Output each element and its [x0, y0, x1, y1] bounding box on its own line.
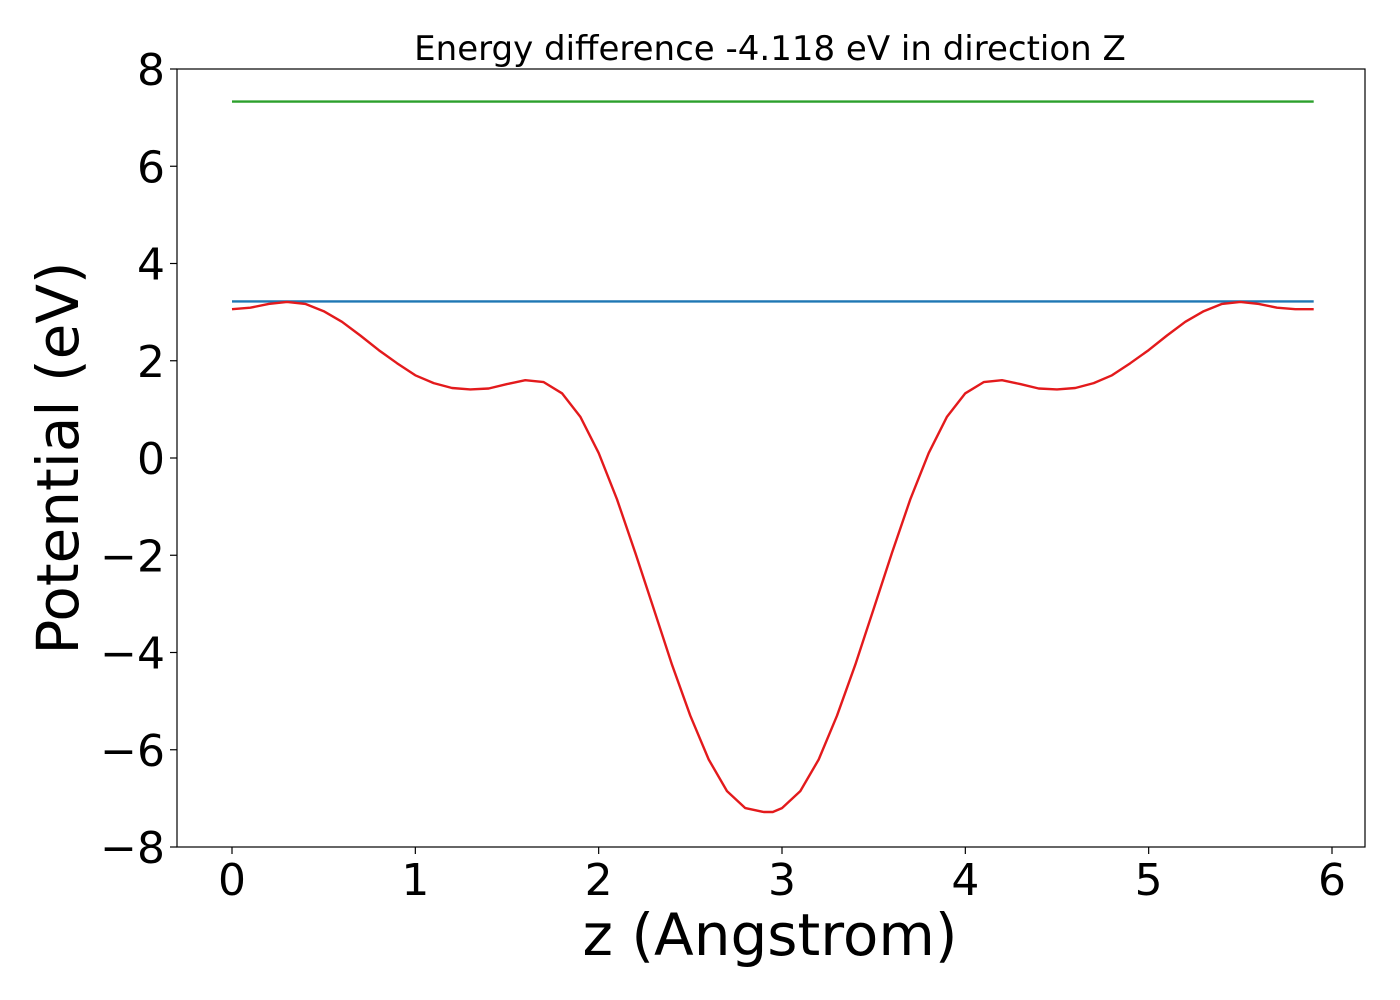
x-tick-label: 6: [1318, 855, 1346, 906]
x-tick-label: 5: [1135, 855, 1163, 906]
x-tick-label: 4: [951, 855, 979, 906]
x-tick-label: 1: [401, 855, 429, 906]
y-tick-label: 8: [137, 45, 165, 96]
y-tick-label: 2: [137, 337, 165, 388]
x-tick-label: 2: [585, 855, 613, 906]
plot-frame: [176, 68, 1366, 848]
x-tick-label: 3: [768, 855, 796, 906]
y-tick-label: −8: [100, 823, 165, 874]
y-tick-label: 0: [137, 434, 165, 485]
y-tick-label: 6: [137, 142, 165, 193]
chart-title: Energy difference -4.118 eV in direction…: [414, 29, 1126, 69]
y-tick-label: 4: [137, 240, 165, 291]
y-tick-label: −6: [100, 726, 165, 777]
x-axis: 0 1 2 3 4 5 6: [218, 847, 1346, 906]
x-tick-label: 0: [218, 855, 246, 906]
series-line-2: [231, 300, 1314, 814]
y-axis-label: Potential (eV): [24, 261, 92, 654]
series-layer: [231, 100, 1314, 814]
x-axis-label: z (Angstrom): [583, 901, 958, 969]
y-tick-label: −4: [100, 629, 165, 680]
y-axis: 8 6 4 2 0 −2 −4 −6 −8: [100, 45, 177, 874]
y-tick-label: −2: [100, 531, 165, 582]
